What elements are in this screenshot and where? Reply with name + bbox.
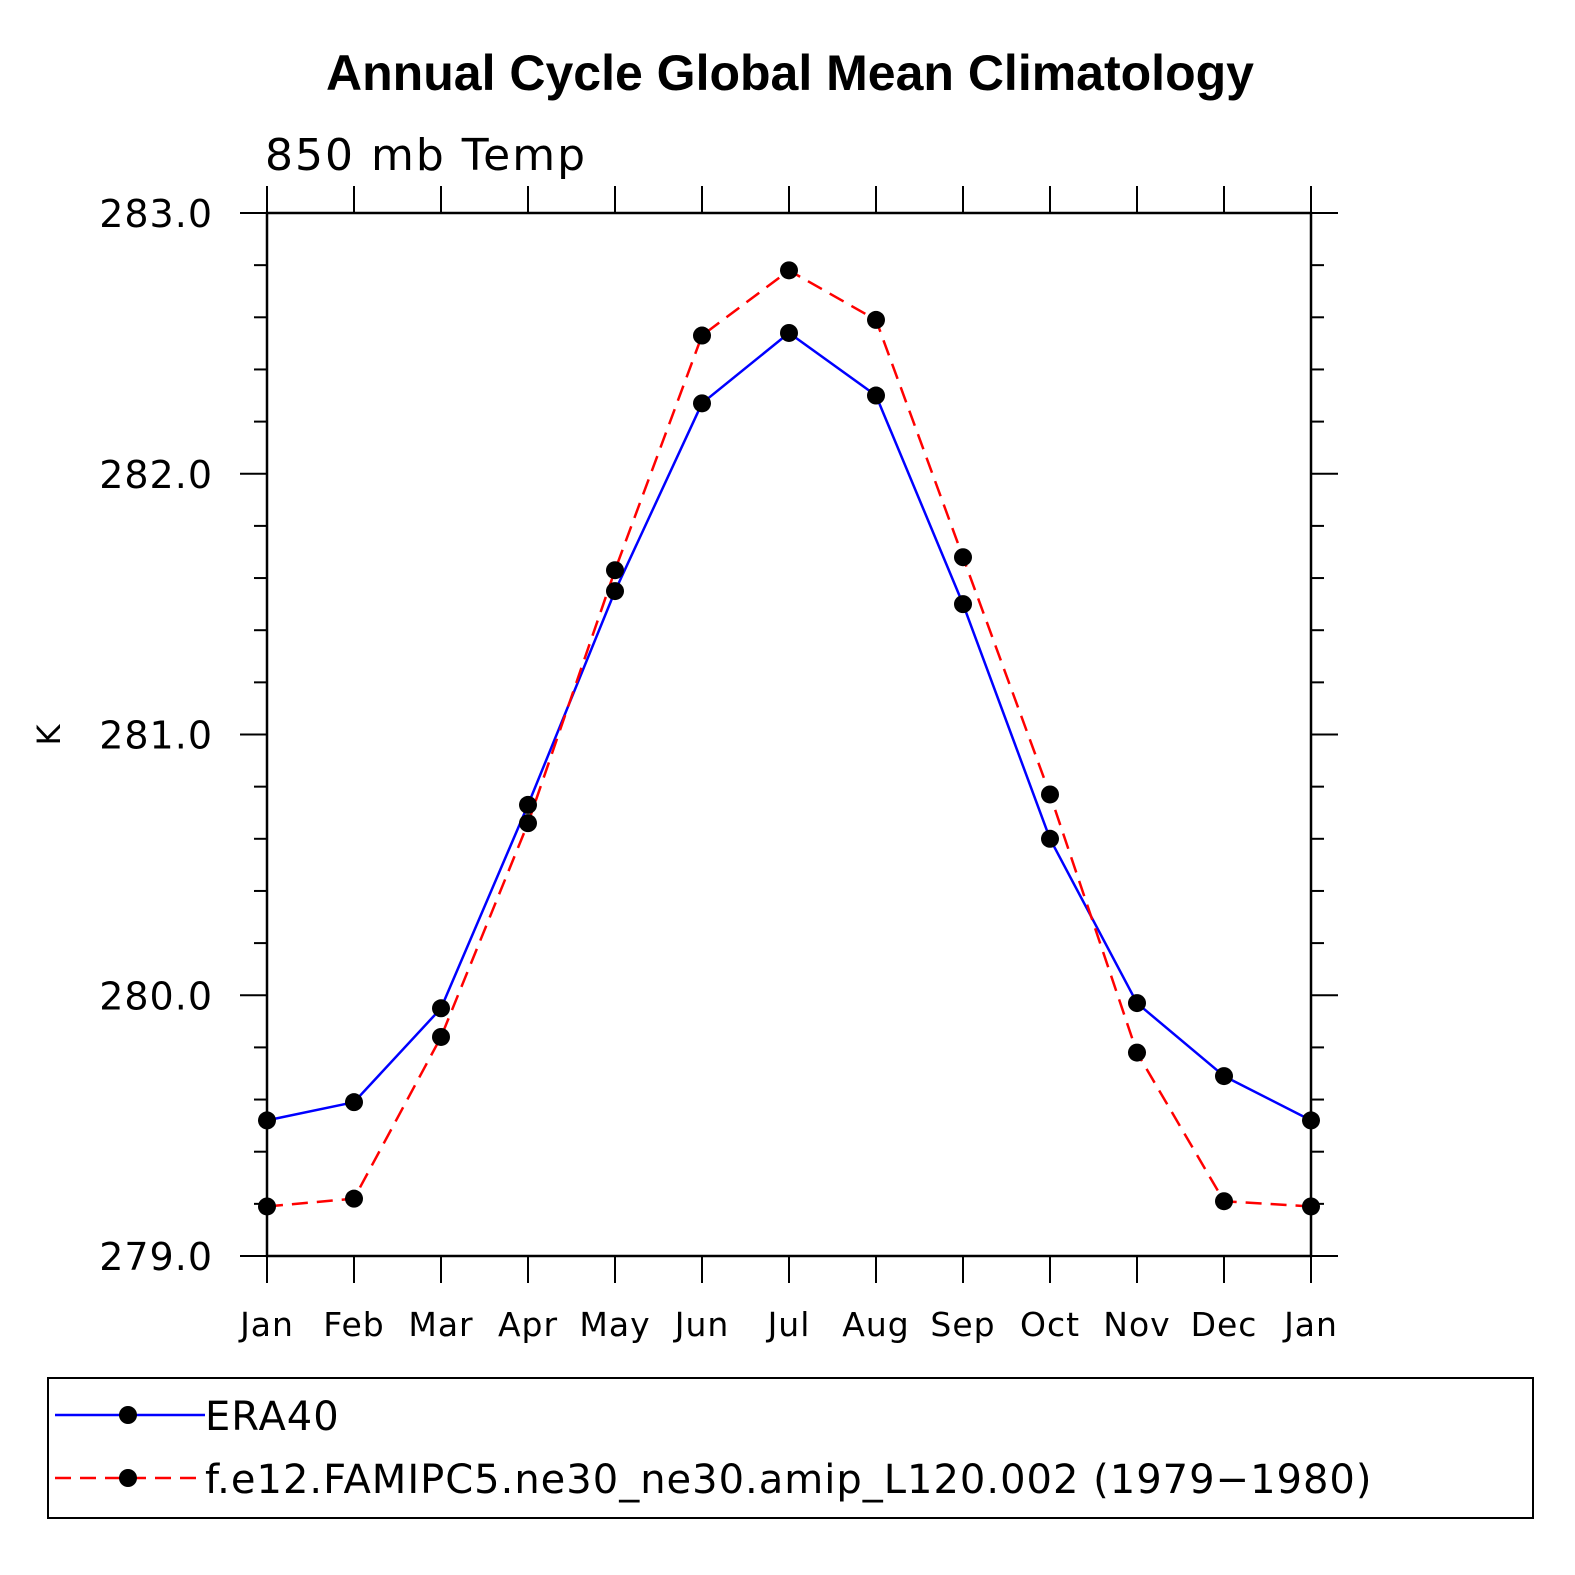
data-point-series-0 — [519, 795, 537, 814]
y-tick-label: 282.0 — [99, 453, 213, 497]
y-tick-label: 281.0 — [99, 714, 213, 758]
data-point-series-0 — [780, 323, 798, 342]
legend-box — [47, 1377, 1534, 1519]
y-tick-label: 279.0 — [99, 1235, 213, 1279]
plot-frame — [265, 211, 1313, 1258]
x-tick-label: Jun — [673, 1305, 730, 1344]
data-point-series-0 — [345, 1093, 363, 1112]
axes — [240, 186, 1338, 1283]
y-tick-label: 283.0 — [99, 192, 213, 236]
x-tick-label: May — [579, 1305, 650, 1344]
legend-label-model: f.e12.FAMIPC5.ne30_ne30.amip_L120.002 (1… — [205, 1457, 1372, 1503]
legend: ERA40 f.e12.FAMIPC5.ne30_ne30.amip_L120.… — [47, 1377, 1534, 1519]
data-point-series-0 — [1128, 994, 1146, 1013]
x-tick-label: Jul — [766, 1305, 811, 1344]
x-tick-label: Dec — [1191, 1305, 1258, 1344]
data-point-series-1 — [1041, 785, 1059, 804]
x-tick-label: Mar — [408, 1305, 473, 1344]
data-point-series-0 — [954, 595, 972, 614]
data-point-series-1 — [1302, 1197, 1320, 1216]
data-point-series-0 — [693, 394, 711, 413]
x-tick-label: Nov — [1103, 1305, 1170, 1344]
series-group — [258, 261, 1320, 1216]
data-point-series-0 — [432, 999, 450, 1018]
data-point-series-1 — [345, 1189, 363, 1208]
y-tick-label: 280.0 — [99, 974, 213, 1018]
x-tick-labels: Jan Feb Mar Apr May Jun Jul Aug Sep Oct Nov Dec Jan — [238, 1305, 1338, 1344]
legend-label-era40: ERA40 — [205, 1394, 340, 1440]
data-point-series-0 — [867, 386, 885, 405]
data-point-series-1 — [693, 326, 711, 345]
data-point-series-1 — [867, 310, 885, 329]
x-tick-label: Jan — [1282, 1305, 1338, 1344]
data-point-series-1 — [432, 1027, 450, 1046]
data-point-series-0 — [1302, 1111, 1320, 1130]
data-point-series-0 — [258, 1111, 276, 1130]
data-point-series-0 — [1041, 829, 1059, 848]
chart-title: Annual Cycle Global Mean Climatology — [326, 45, 1254, 101]
data-point-series-0 — [1215, 1067, 1233, 1086]
x-tick-label: Jan — [238, 1305, 294, 1344]
data-point-series-1 — [519, 814, 537, 833]
data-point-series-1 — [954, 548, 972, 567]
data-point-series-1 — [258, 1197, 276, 1216]
chart-subtitle: 850 mb Temp — [265, 130, 587, 181]
x-tick-label: Sep — [930, 1305, 995, 1344]
legend-marker-model — [119, 1469, 137, 1487]
x-tick-label: Aug — [842, 1305, 909, 1344]
x-tick-label: Apr — [498, 1305, 558, 1344]
x-tick-label: Feb — [323, 1305, 384, 1344]
data-point-series-1 — [1215, 1192, 1233, 1211]
data-point-series-0 — [606, 582, 624, 601]
data-point-series-1 — [1128, 1043, 1146, 1062]
series-line-1 — [266, 269, 1312, 1208]
x-tick-label: Oct — [1020, 1305, 1080, 1344]
legend-marker-era40 — [119, 1406, 137, 1424]
y-tick-labels: 279.0 280.0 281.0 282.0 283.0 — [99, 192, 213, 1279]
data-point-series-1 — [780, 261, 798, 280]
series-line-0 — [266, 331, 1312, 1122]
data-point-series-1 — [606, 561, 624, 580]
y-axis-label: K — [30, 723, 68, 745]
